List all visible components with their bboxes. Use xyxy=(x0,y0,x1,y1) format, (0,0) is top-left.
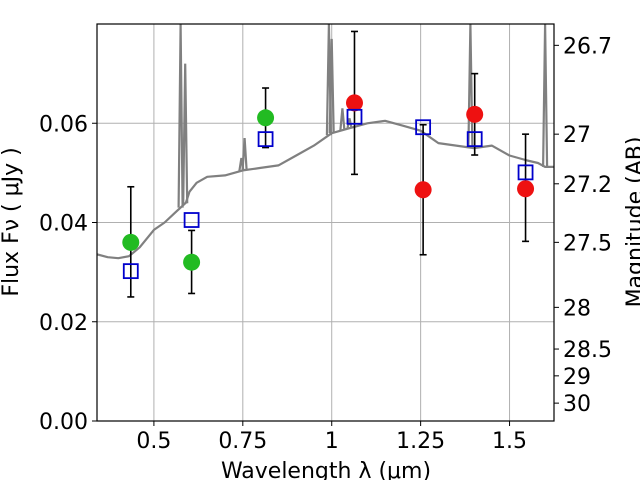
hst-data-point xyxy=(257,109,275,127)
ir-data-point xyxy=(414,181,432,199)
emission-line-spike xyxy=(339,108,346,131)
ir-data-point xyxy=(466,105,484,123)
emission-line-spike xyxy=(542,24,549,167)
ir-data-point xyxy=(345,94,363,112)
y2-tick-label: 27.2 xyxy=(563,173,612,198)
model-photometry-point xyxy=(517,164,534,181)
y2-tick-label: 27 xyxy=(563,123,591,148)
model-spectrum-line xyxy=(97,119,554,260)
y-tick-label: 0.00 xyxy=(39,410,88,435)
y2-tick-label: 30 xyxy=(563,392,591,417)
ir-data-point xyxy=(517,180,535,198)
y-tick-label: 0.02 xyxy=(39,311,88,336)
x-tick-label: 1.5 xyxy=(492,429,527,454)
model-photometry-point xyxy=(257,131,274,148)
emission-line-spike xyxy=(346,118,353,129)
emission-line-spike xyxy=(328,38,335,134)
emission-line-spike xyxy=(177,24,184,208)
x-axis-title: Wavelength λ (μm) xyxy=(221,459,431,480)
hst-data-point xyxy=(183,253,201,271)
data-points-group xyxy=(122,94,535,280)
y2-tick-label: 27.5 xyxy=(563,231,612,256)
y2-tick-label: 28.5 xyxy=(563,338,612,363)
y2-tick-label: 28 xyxy=(563,296,591,321)
y-tick-label: 0.04 xyxy=(39,212,88,237)
y2-axis-title: Magnitude (AB) xyxy=(623,137,640,308)
model-photometry-point xyxy=(415,119,432,136)
y-tick-label: 0.06 xyxy=(39,112,88,137)
x-axis-ticks: 0.5 0.75 1 1.25 1.5 xyxy=(136,421,527,454)
model-photometry-point xyxy=(183,212,200,228)
hst-data-point xyxy=(122,233,140,251)
emission-line-spike xyxy=(241,138,248,171)
x-tick-label: 1.25 xyxy=(396,429,445,454)
x-tick-label: 0.5 xyxy=(136,429,171,454)
model-photometry-point xyxy=(122,263,139,280)
model-spectrum-group xyxy=(97,24,554,260)
model-photometry-point xyxy=(466,131,483,148)
y2-tick-label: 26.7 xyxy=(563,34,612,59)
y-axis-ticks: 0.00 0.02 0.04 0.06 xyxy=(39,112,97,435)
y-axis-title: Flux Fν ( μJy ) xyxy=(0,147,24,296)
y2-tick-label: 29 xyxy=(563,365,591,390)
x-tick-label: 1 xyxy=(325,429,339,454)
emission-line-spike xyxy=(182,63,189,204)
x-tick-label: 0.75 xyxy=(218,429,267,454)
model-photometry-point xyxy=(346,108,363,125)
